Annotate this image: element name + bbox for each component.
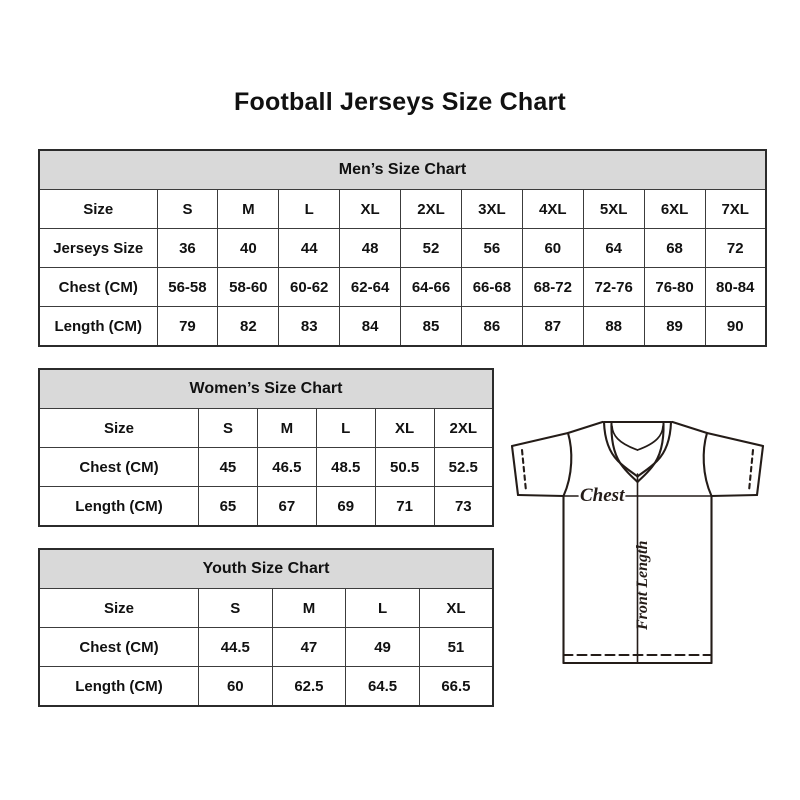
svg-text:Chest: Chest xyxy=(580,485,625,506)
svg-text:Front Length: Front Length xyxy=(634,541,651,631)
